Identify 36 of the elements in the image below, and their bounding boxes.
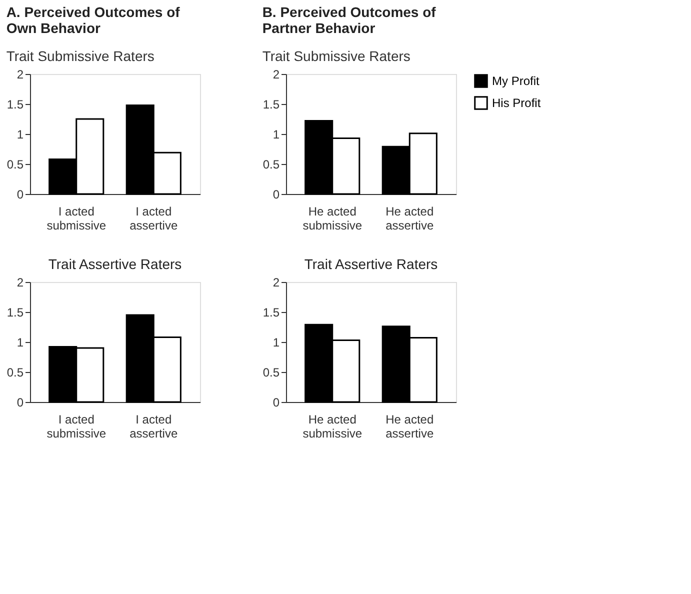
x-tick-label: He acted submissive [302,412,362,440]
y-tick-label: 1 [16,336,24,350]
y-tick-label: 1 [272,336,280,350]
chart-title: A. Perceived Outcomes of Own Behavior [6,4,180,36]
x-tick-label: I acted submissive [46,204,106,232]
y-tick-label: 0.5 [262,366,280,380]
x-tick-label: He acted submissive [302,204,362,232]
y-tick-label: 1.5 [6,306,24,320]
legend-label: His Profit [492,96,542,110]
x-tick-label: He acted assertive [386,412,434,440]
y-tick-label: 1.5 [262,306,280,320]
legend-label: My Profit [492,74,540,88]
x-tick-label: I acted assertive [130,412,178,440]
chart-title: Trait Assertive Raters [304,256,438,272]
y-tick-label: 0.5 [6,366,24,380]
y-tick-label: 0 [16,188,24,202]
x-tick-label: I acted submissive [46,412,106,440]
y-tick-label: 1 [16,128,24,142]
chart-subtitle: Trait Submissive Raters [262,48,410,64]
y-tick-label: 0.5 [6,158,24,172]
y-tick-label: 0 [272,396,280,410]
y-tick-label: 0 [16,396,24,410]
y-tick-label: 1.5 [262,98,280,112]
y-tick-label: 0 [272,188,280,202]
chart-title: Trait Assertive Raters [48,256,182,272]
chart-title: B. Perceived Outcomes of Partner Behavior [262,4,436,36]
x-tick-label: He acted assertive [386,204,434,232]
y-tick-label: 2 [16,276,24,290]
x-tick-label: I acted assertive [130,204,178,232]
y-tick-label: 2 [272,276,280,290]
y-tick-label: 0.5 [262,158,280,172]
y-tick-label: 2 [272,68,280,82]
y-tick-label: 1 [272,128,280,142]
y-tick-label: 2 [16,68,24,82]
chart-subtitle: Trait Submissive Raters [6,48,154,64]
y-tick-label: 1.5 [6,98,24,112]
